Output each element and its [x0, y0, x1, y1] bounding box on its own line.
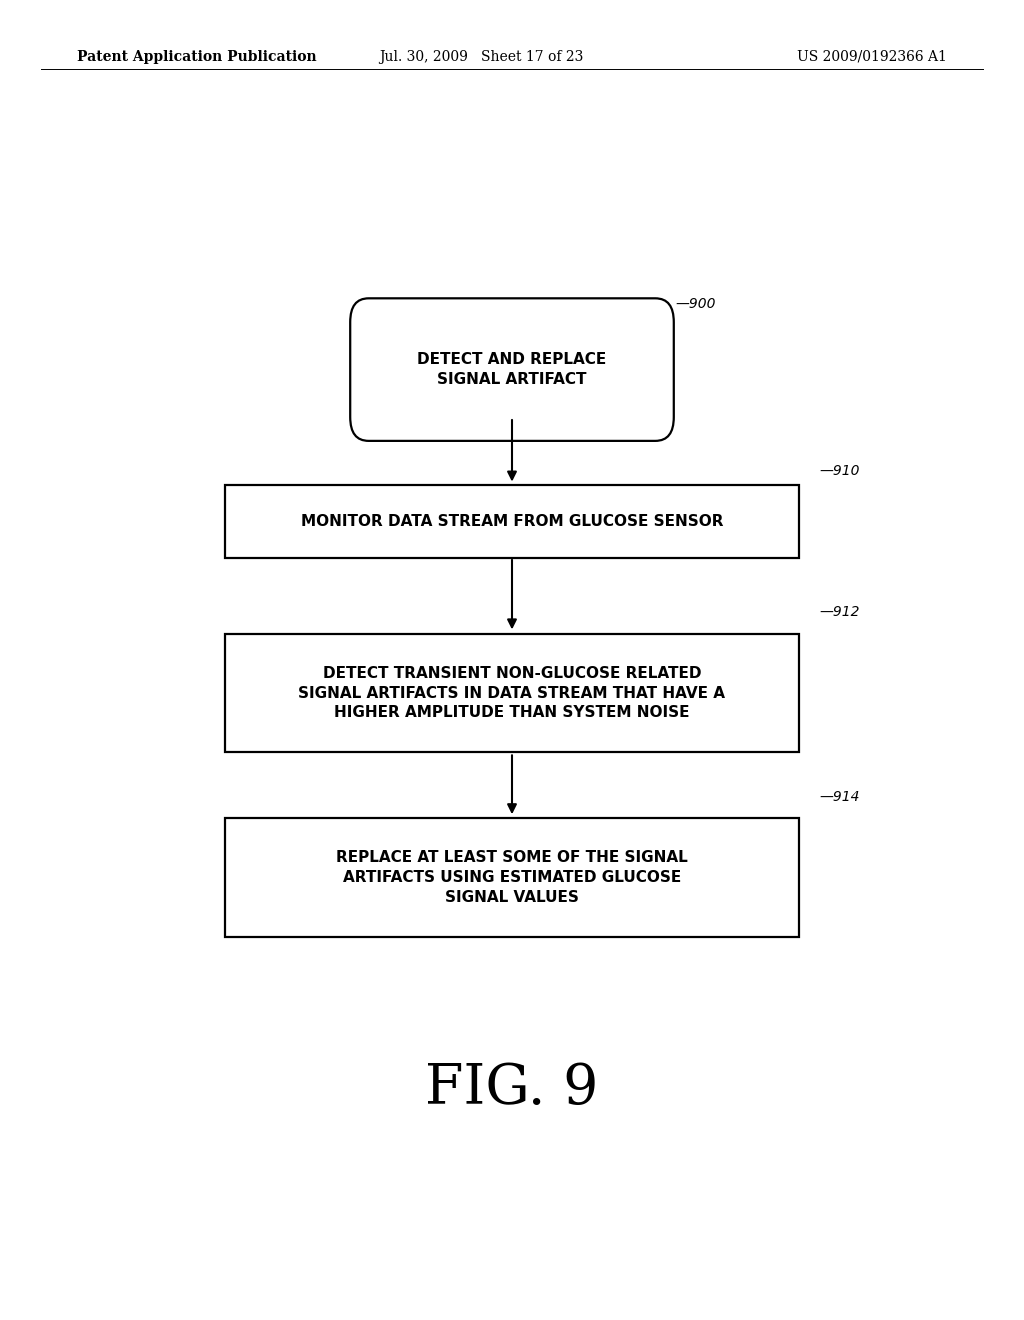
Text: FIG. 9: FIG. 9	[425, 1061, 599, 1117]
FancyBboxPatch shape	[225, 484, 799, 557]
Text: MONITOR DATA STREAM FROM GLUCOSE SENSOR: MONITOR DATA STREAM FROM GLUCOSE SENSOR	[301, 513, 723, 529]
Text: —914: —914	[819, 789, 860, 804]
Text: DETECT TRANSIENT NON-GLUCOSE RELATED
SIGNAL ARTIFACTS IN DATA STREAM THAT HAVE A: DETECT TRANSIENT NON-GLUCOSE RELATED SIG…	[299, 665, 725, 721]
Text: DETECT AND REPLACE
SIGNAL ARTIFACT: DETECT AND REPLACE SIGNAL ARTIFACT	[418, 352, 606, 387]
FancyBboxPatch shape	[225, 634, 799, 752]
Text: Patent Application Publication: Patent Application Publication	[77, 50, 316, 63]
FancyBboxPatch shape	[350, 298, 674, 441]
Text: —900: —900	[676, 297, 717, 312]
FancyBboxPatch shape	[225, 818, 799, 937]
Text: Jul. 30, 2009   Sheet 17 of 23: Jul. 30, 2009 Sheet 17 of 23	[379, 50, 584, 63]
Text: US 2009/0192366 A1: US 2009/0192366 A1	[798, 50, 947, 63]
Text: —912: —912	[819, 605, 860, 619]
Text: REPLACE AT LEAST SOME OF THE SIGNAL
ARTIFACTS USING ESTIMATED GLUCOSE
SIGNAL VAL: REPLACE AT LEAST SOME OF THE SIGNAL ARTI…	[336, 850, 688, 906]
Text: —910: —910	[819, 465, 860, 478]
